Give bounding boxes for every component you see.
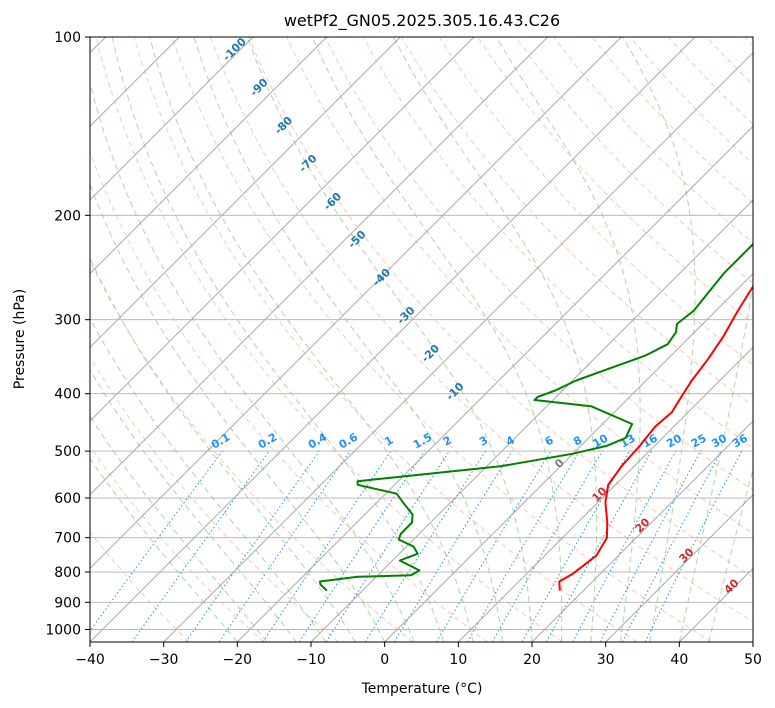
isotherm-line xyxy=(163,52,753,642)
y-axis: 100 200 300 400 500 600 700 800 900 1000 xyxy=(45,30,90,638)
y-tick-label: 800 xyxy=(54,565,81,581)
mixing-ratio-line xyxy=(364,450,487,642)
x-tick-label: −30 xyxy=(149,652,179,668)
x-tick-label: −10 xyxy=(296,652,326,668)
x-tick-label: 0 xyxy=(380,652,389,668)
y-tick-label: 300 xyxy=(54,313,81,329)
plot-frame xyxy=(89,36,754,643)
y-tick-label: 1000 xyxy=(45,622,81,638)
isotherm-line xyxy=(90,37,327,275)
moist-adiabat-line xyxy=(246,37,533,642)
isotherm-line xyxy=(531,420,753,642)
dewpoint-profile-line xyxy=(318,242,753,592)
moist-adiabat-line xyxy=(90,256,356,642)
dry-adiabat-line xyxy=(210,37,753,623)
isotherm-line xyxy=(237,125,753,642)
dry-adiabat-line xyxy=(286,37,753,534)
dry-adiabat-line xyxy=(324,37,753,491)
y-tick-label: 900 xyxy=(54,595,81,611)
mixing-ratio-line xyxy=(131,450,271,642)
moist-adiabat-line xyxy=(90,182,386,642)
moist-adiabat-line xyxy=(311,37,563,642)
y-tick-label: 700 xyxy=(54,531,81,547)
x-tick-label: 10 xyxy=(449,652,467,668)
chart-title: wetPf2_GN05.2025.305.16.43.C26 xyxy=(284,11,560,31)
y-tick-label: 400 xyxy=(54,387,81,403)
gridlines xyxy=(90,37,753,642)
x-tick-label: 30 xyxy=(597,652,615,668)
isotherm-line xyxy=(90,37,254,201)
series-layer xyxy=(318,242,753,592)
moist-adiabat-line xyxy=(149,37,474,642)
moist-adiabat-line xyxy=(90,368,297,642)
dry-adiabat-line xyxy=(90,356,339,642)
y-axis-label: Pressure (hPa) xyxy=(12,289,28,389)
moist-adiabat-line xyxy=(678,280,753,642)
moist-adiabat-line xyxy=(90,457,238,642)
y-tick-label: 600 xyxy=(54,491,81,507)
mixing-ratio-line xyxy=(435,450,552,642)
dry-adiabat-line xyxy=(133,37,638,642)
dry-adiabat-line xyxy=(400,37,753,407)
isotherm-line xyxy=(310,199,753,642)
x-tick-label: −20 xyxy=(223,652,253,668)
isotherm-line xyxy=(90,37,475,422)
moist-adiabat-line xyxy=(495,37,641,642)
x-axis-label: Temperature (°C) xyxy=(361,681,483,697)
isotherm-line xyxy=(90,37,548,496)
moist-adiabat-line xyxy=(392,37,598,642)
mixing-ratio-line xyxy=(599,450,702,642)
mixing-ratio-line xyxy=(467,450,581,642)
isotherm-line xyxy=(605,494,753,642)
x-tick-label: 50 xyxy=(744,652,762,668)
temperature-profile-line xyxy=(558,284,753,591)
x-tick-label: 20 xyxy=(523,652,541,668)
moist-adiabat-line xyxy=(708,467,753,642)
isotherm-line xyxy=(90,37,622,569)
moist-adiabat-line xyxy=(193,37,503,642)
dry-adiabat-line xyxy=(95,37,563,642)
dry-adiabat-line xyxy=(90,531,190,642)
isotherm-line xyxy=(90,37,696,642)
y-tick-label: 100 xyxy=(54,30,81,46)
y-tick-label: 500 xyxy=(54,444,81,460)
moist-adiabat-line xyxy=(90,317,327,642)
mixing-ratio-line xyxy=(521,450,631,642)
mixing-ratio-line xyxy=(393,450,513,642)
mixing-ratio-line xyxy=(218,450,352,642)
x-tick-label: 40 xyxy=(670,652,688,668)
mixing-ratio-line xyxy=(185,450,321,642)
isotherm-line xyxy=(458,346,753,642)
y-tick-label: 200 xyxy=(54,208,81,224)
mixing-ratio-line xyxy=(491,450,604,642)
moist-adiabat-line xyxy=(622,37,696,642)
isotherm-line xyxy=(90,37,401,348)
x-axis: −40 −30 −20 −10 0 10 20 30 40 50 xyxy=(75,642,762,668)
isotherm-line xyxy=(384,273,753,642)
moist-adiabat-line xyxy=(90,415,268,642)
x-tick-label: −40 xyxy=(75,652,105,668)
mixing-ratio-line xyxy=(572,450,677,642)
dry-adiabat-line xyxy=(248,37,753,578)
